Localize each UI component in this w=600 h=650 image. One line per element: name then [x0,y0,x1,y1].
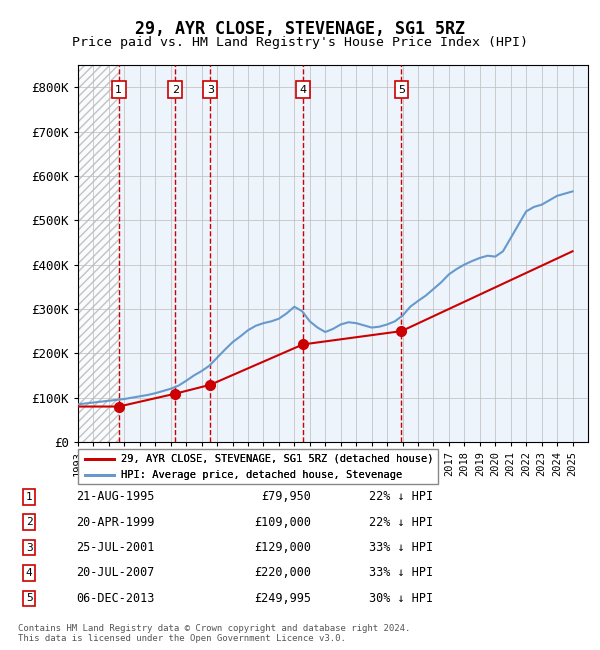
Text: 22% ↓ HPI: 22% ↓ HPI [369,516,433,529]
Text: 29, AYR CLOSE, STEVENAGE, SG1 5RZ (detached house): 29, AYR CLOSE, STEVENAGE, SG1 5RZ (detac… [121,454,434,463]
Text: 2: 2 [172,84,179,94]
Text: 30% ↓ HPI: 30% ↓ HPI [369,592,433,604]
Text: Price paid vs. HM Land Registry's House Price Index (HPI): Price paid vs. HM Land Registry's House … [72,36,528,49]
Text: 3: 3 [26,543,32,552]
Text: £109,000: £109,000 [254,516,311,529]
Text: £220,000: £220,000 [254,566,311,580]
Text: £129,000: £129,000 [254,541,311,554]
Text: 2: 2 [26,517,32,527]
Text: 20-JUL-2007: 20-JUL-2007 [76,566,155,580]
Text: 4: 4 [299,84,307,94]
Text: 29, AYR CLOSE, STEVENAGE, SG1 5RZ: 29, AYR CLOSE, STEVENAGE, SG1 5RZ [135,20,465,38]
Text: 22% ↓ HPI: 22% ↓ HPI [369,490,433,503]
Text: 06-DEC-2013: 06-DEC-2013 [76,592,155,604]
Text: 33% ↓ HPI: 33% ↓ HPI [369,566,433,580]
Text: 20-APR-1999: 20-APR-1999 [76,516,155,529]
Text: 3: 3 [207,84,214,94]
Text: Contains HM Land Registry data © Crown copyright and database right 2024.
This d: Contains HM Land Registry data © Crown c… [18,624,410,644]
Text: 25-JUL-2001: 25-JUL-2001 [76,541,155,554]
Text: 1: 1 [26,492,32,502]
Text: 21-AUG-1995: 21-AUG-1995 [76,490,155,503]
Text: 5: 5 [398,84,405,94]
Text: 33% ↓ HPI: 33% ↓ HPI [369,541,433,554]
Text: £79,950: £79,950 [262,490,311,503]
Text: 4: 4 [26,568,32,578]
Text: HPI: Average price, detached house, Stevenage: HPI: Average price, detached house, Stev… [121,471,403,480]
Text: HPI: Average price, detached house, Stevenage: HPI: Average price, detached house, Stev… [121,471,403,480]
Text: 5: 5 [26,593,32,603]
Bar [78,65,119,442]
Text: £249,995: £249,995 [254,592,311,604]
FancyBboxPatch shape [78,448,438,484]
Text: 29, AYR CLOSE, STEVENAGE, SG1 5RZ (detached house): 29, AYR CLOSE, STEVENAGE, SG1 5RZ (detac… [121,454,434,463]
Text: 1: 1 [115,84,122,94]
